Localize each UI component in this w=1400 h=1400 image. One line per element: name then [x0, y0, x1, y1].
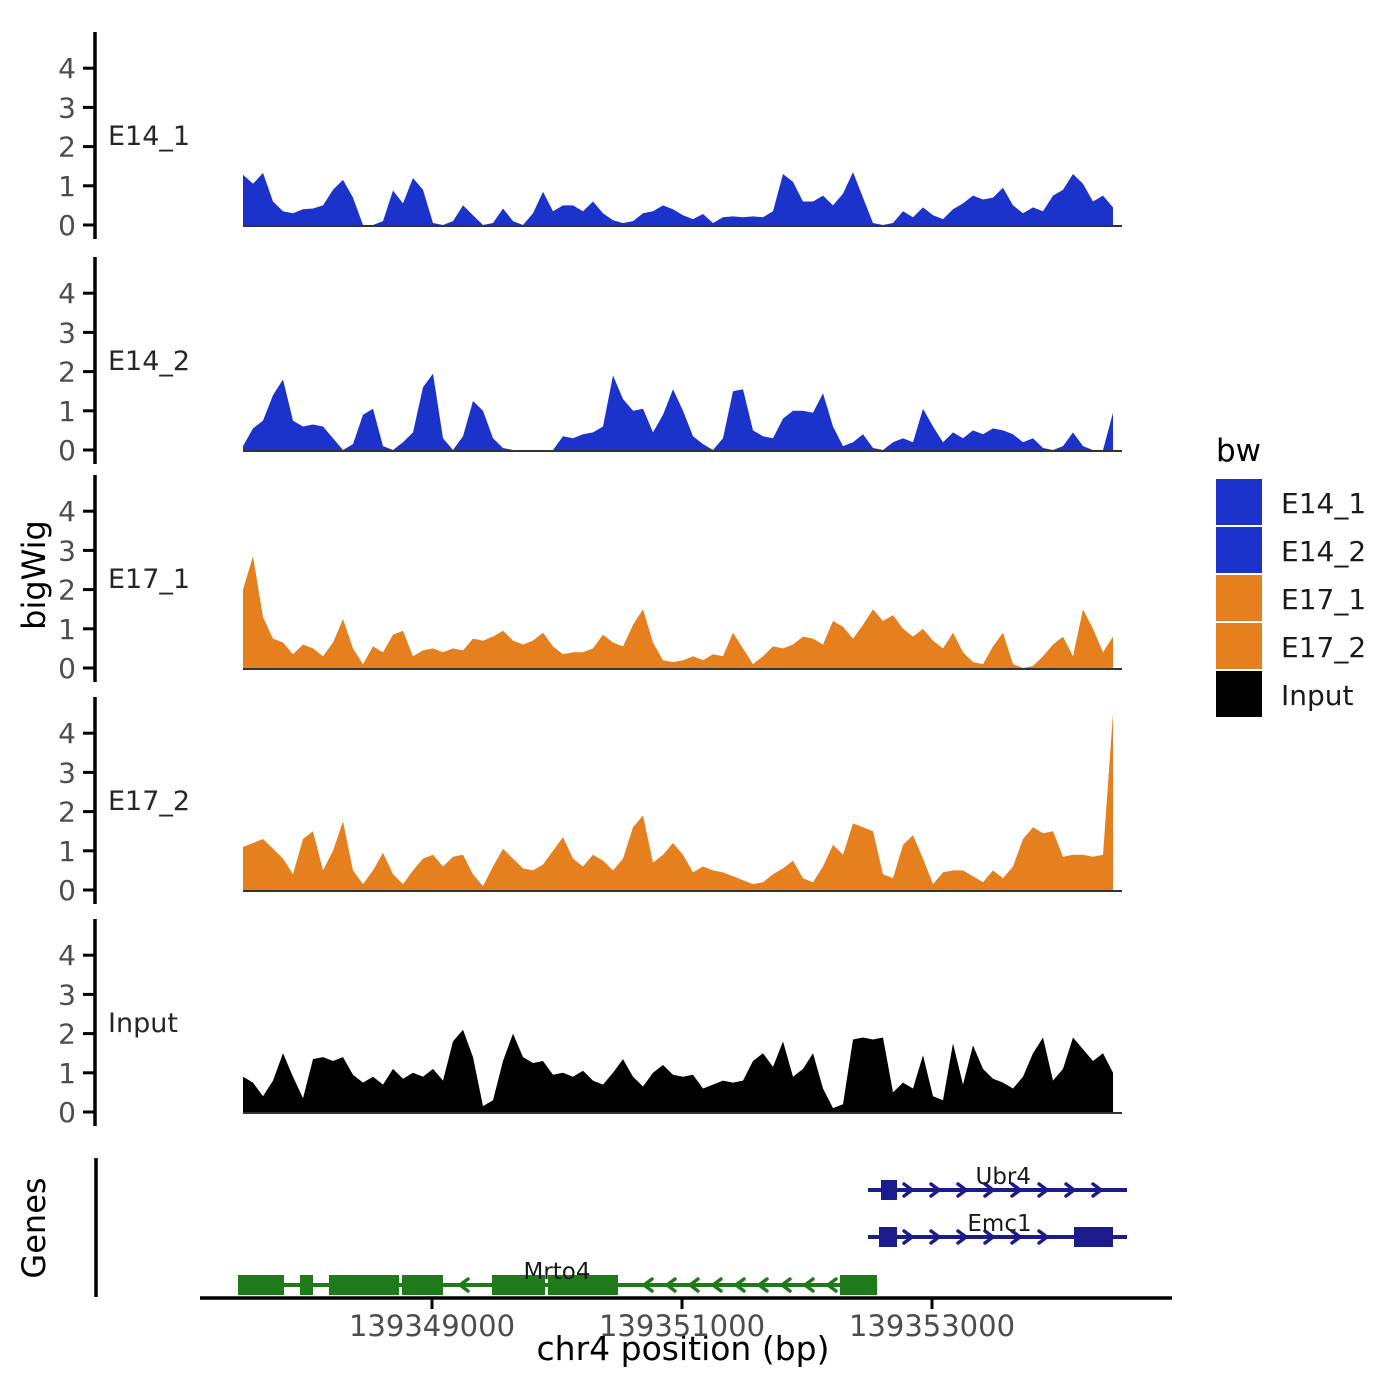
y-tick-label: 4 — [58, 939, 76, 972]
y-tick-label: 1 — [58, 1057, 76, 1090]
track-label-input: Input — [108, 1008, 178, 1039]
strand-arrow-icon — [1091, 1182, 1103, 1198]
signal-area-e14_1 — [243, 172, 1113, 225]
signal-panels-layer: 0 1 2 3 4 E14_1 0 1 2 3 4 E14_2 0 1 2 3 4 E17_1 0 1 2 3 4 E17_2… — [58, 32, 1122, 1129]
legend-label-input: Input — [1281, 679, 1354, 712]
y-tick-label: 1 — [58, 835, 76, 868]
strand-arrow-icon — [956, 1229, 968, 1245]
track-label-e17_2: E17_2 — [108, 786, 190, 817]
y-tick-label: 0 — [58, 434, 76, 467]
strand-arrow-icon — [929, 1182, 941, 1198]
y-tick-label: 1 — [58, 170, 76, 203]
genes-axis-title: Genes — [15, 1177, 53, 1278]
signal-area-e14_2 — [243, 373, 1113, 450]
y-tick-label: 0 — [58, 1096, 76, 1129]
track-label-e17_1: E17_1 — [108, 564, 190, 595]
strand-arrow-icon — [983, 1182, 995, 1198]
gene-label-mrto4: Mrto4 — [523, 1259, 590, 1285]
strand-arrow-icon — [665, 1277, 677, 1293]
x-axis-layer: 139349000 139351000 139353000 — [200, 1296, 1172, 1343]
gene-exon-mrto4 — [840, 1275, 877, 1295]
y-tick-label: 3 — [58, 978, 76, 1011]
y-tick-label: 2 — [58, 1018, 76, 1051]
signal-area-input — [243, 1029, 1113, 1112]
strand-arrow-icon — [688, 1277, 700, 1293]
track-label-e14_2: E14_2 — [108, 346, 190, 377]
strand-arrow-icon — [983, 1229, 995, 1245]
x-axis-title: chr4 position (bp) — [537, 1329, 830, 1368]
legend-label-e17_1: E17_1 — [1281, 583, 1366, 616]
legend-swatch-input — [1216, 671, 1262, 717]
strand-arrow-icon — [711, 1277, 723, 1293]
legend-title: bw — [1216, 433, 1261, 469]
legend-swatch-e14_2 — [1216, 527, 1262, 573]
y-tick-label: 3 — [58, 316, 76, 349]
legend-layer: E14_1 E14_2 E17_1 E17_2 Input — [1216, 479, 1366, 717]
gene-exon-mrto4 — [300, 1275, 313, 1295]
strand-arrow-icon — [1037, 1182, 1049, 1198]
strand-arrow-icon — [1037, 1229, 1049, 1245]
y-tick-label: 4 — [58, 495, 76, 528]
genes-layer: Ubr4 Emc1 Mrto4 — [94, 1158, 1127, 1297]
y-tick-label: 4 — [58, 277, 76, 310]
y-tick-label: 1 — [58, 613, 76, 646]
y-tick-label: 4 — [58, 717, 76, 750]
strand-arrow-icon — [803, 1277, 815, 1293]
strand-arrow-icon — [757, 1277, 769, 1293]
gene-label-ubr4: Ubr4 — [975, 1164, 1031, 1190]
gene-exon-mrto4 — [492, 1275, 545, 1295]
strand-arrow-icon — [1064, 1182, 1076, 1198]
strand-arrow-icon — [642, 1277, 654, 1293]
strand-arrow-icon — [902, 1229, 914, 1245]
y-tick-label: 3 — [58, 91, 76, 124]
y-tick-label: 1 — [58, 395, 76, 428]
legend-label-e17_2: E17_2 — [1281, 631, 1366, 664]
gene-exon-mrto4 — [329, 1275, 399, 1295]
strand-arrow-icon — [1010, 1229, 1022, 1245]
strand-arrow-icon — [780, 1277, 792, 1293]
gene-exon-ubr4 — [881, 1180, 897, 1200]
y-tick-label: 2 — [58, 131, 76, 164]
legend-label-e14_2: E14_2 — [1281, 535, 1366, 568]
legend-swatch-e14_1 — [1216, 479, 1262, 525]
gene-exon-mrto4 — [548, 1275, 618, 1295]
y-tick-label: 0 — [58, 209, 76, 242]
gene-exon-emc1 — [879, 1227, 897, 1247]
x-tick-label: 139349000 — [349, 1309, 515, 1343]
strand-arrow-icon — [826, 1277, 838, 1293]
y-tick-label: 3 — [58, 534, 76, 567]
gene-exon-emc1 — [1074, 1227, 1113, 1247]
legend-swatch-e17_2 — [1216, 623, 1262, 669]
gene-exon-mrto4 — [238, 1275, 284, 1295]
gene-exon-mrto4 — [402, 1275, 443, 1295]
y-tick-label: 2 — [58, 574, 76, 607]
signal-area-e17_1 — [243, 556, 1113, 668]
strand-arrow-icon — [1010, 1182, 1022, 1198]
strand-arrow-icon — [734, 1277, 746, 1293]
strand-arrow-icon — [929, 1229, 941, 1245]
gene-label-emc1: Emc1 — [967, 1211, 1031, 1237]
x-tick-label: 139353000 — [849, 1309, 1015, 1343]
y-tick-label: 2 — [58, 356, 76, 389]
strand-arrow-icon — [458, 1277, 470, 1293]
y-tick-label: 0 — [58, 652, 76, 685]
y-tick-label: 2 — [58, 796, 76, 829]
track-label-e14_1: E14_1 — [108, 121, 190, 152]
x-tick-label: 139351000 — [599, 1309, 765, 1343]
y-tick-label: 0 — [58, 874, 76, 907]
signal-area-e17_2 — [243, 713, 1113, 890]
legend-label-e14_1: E14_1 — [1281, 487, 1366, 520]
strand-arrow-icon — [956, 1182, 968, 1198]
y-tick-label: 4 — [58, 52, 76, 85]
legend-swatch-e17_1 — [1216, 575, 1262, 621]
y-tick-label: 3 — [58, 756, 76, 789]
strand-arrow-icon — [902, 1182, 914, 1198]
y-axis-title: bigWig — [15, 520, 53, 630]
